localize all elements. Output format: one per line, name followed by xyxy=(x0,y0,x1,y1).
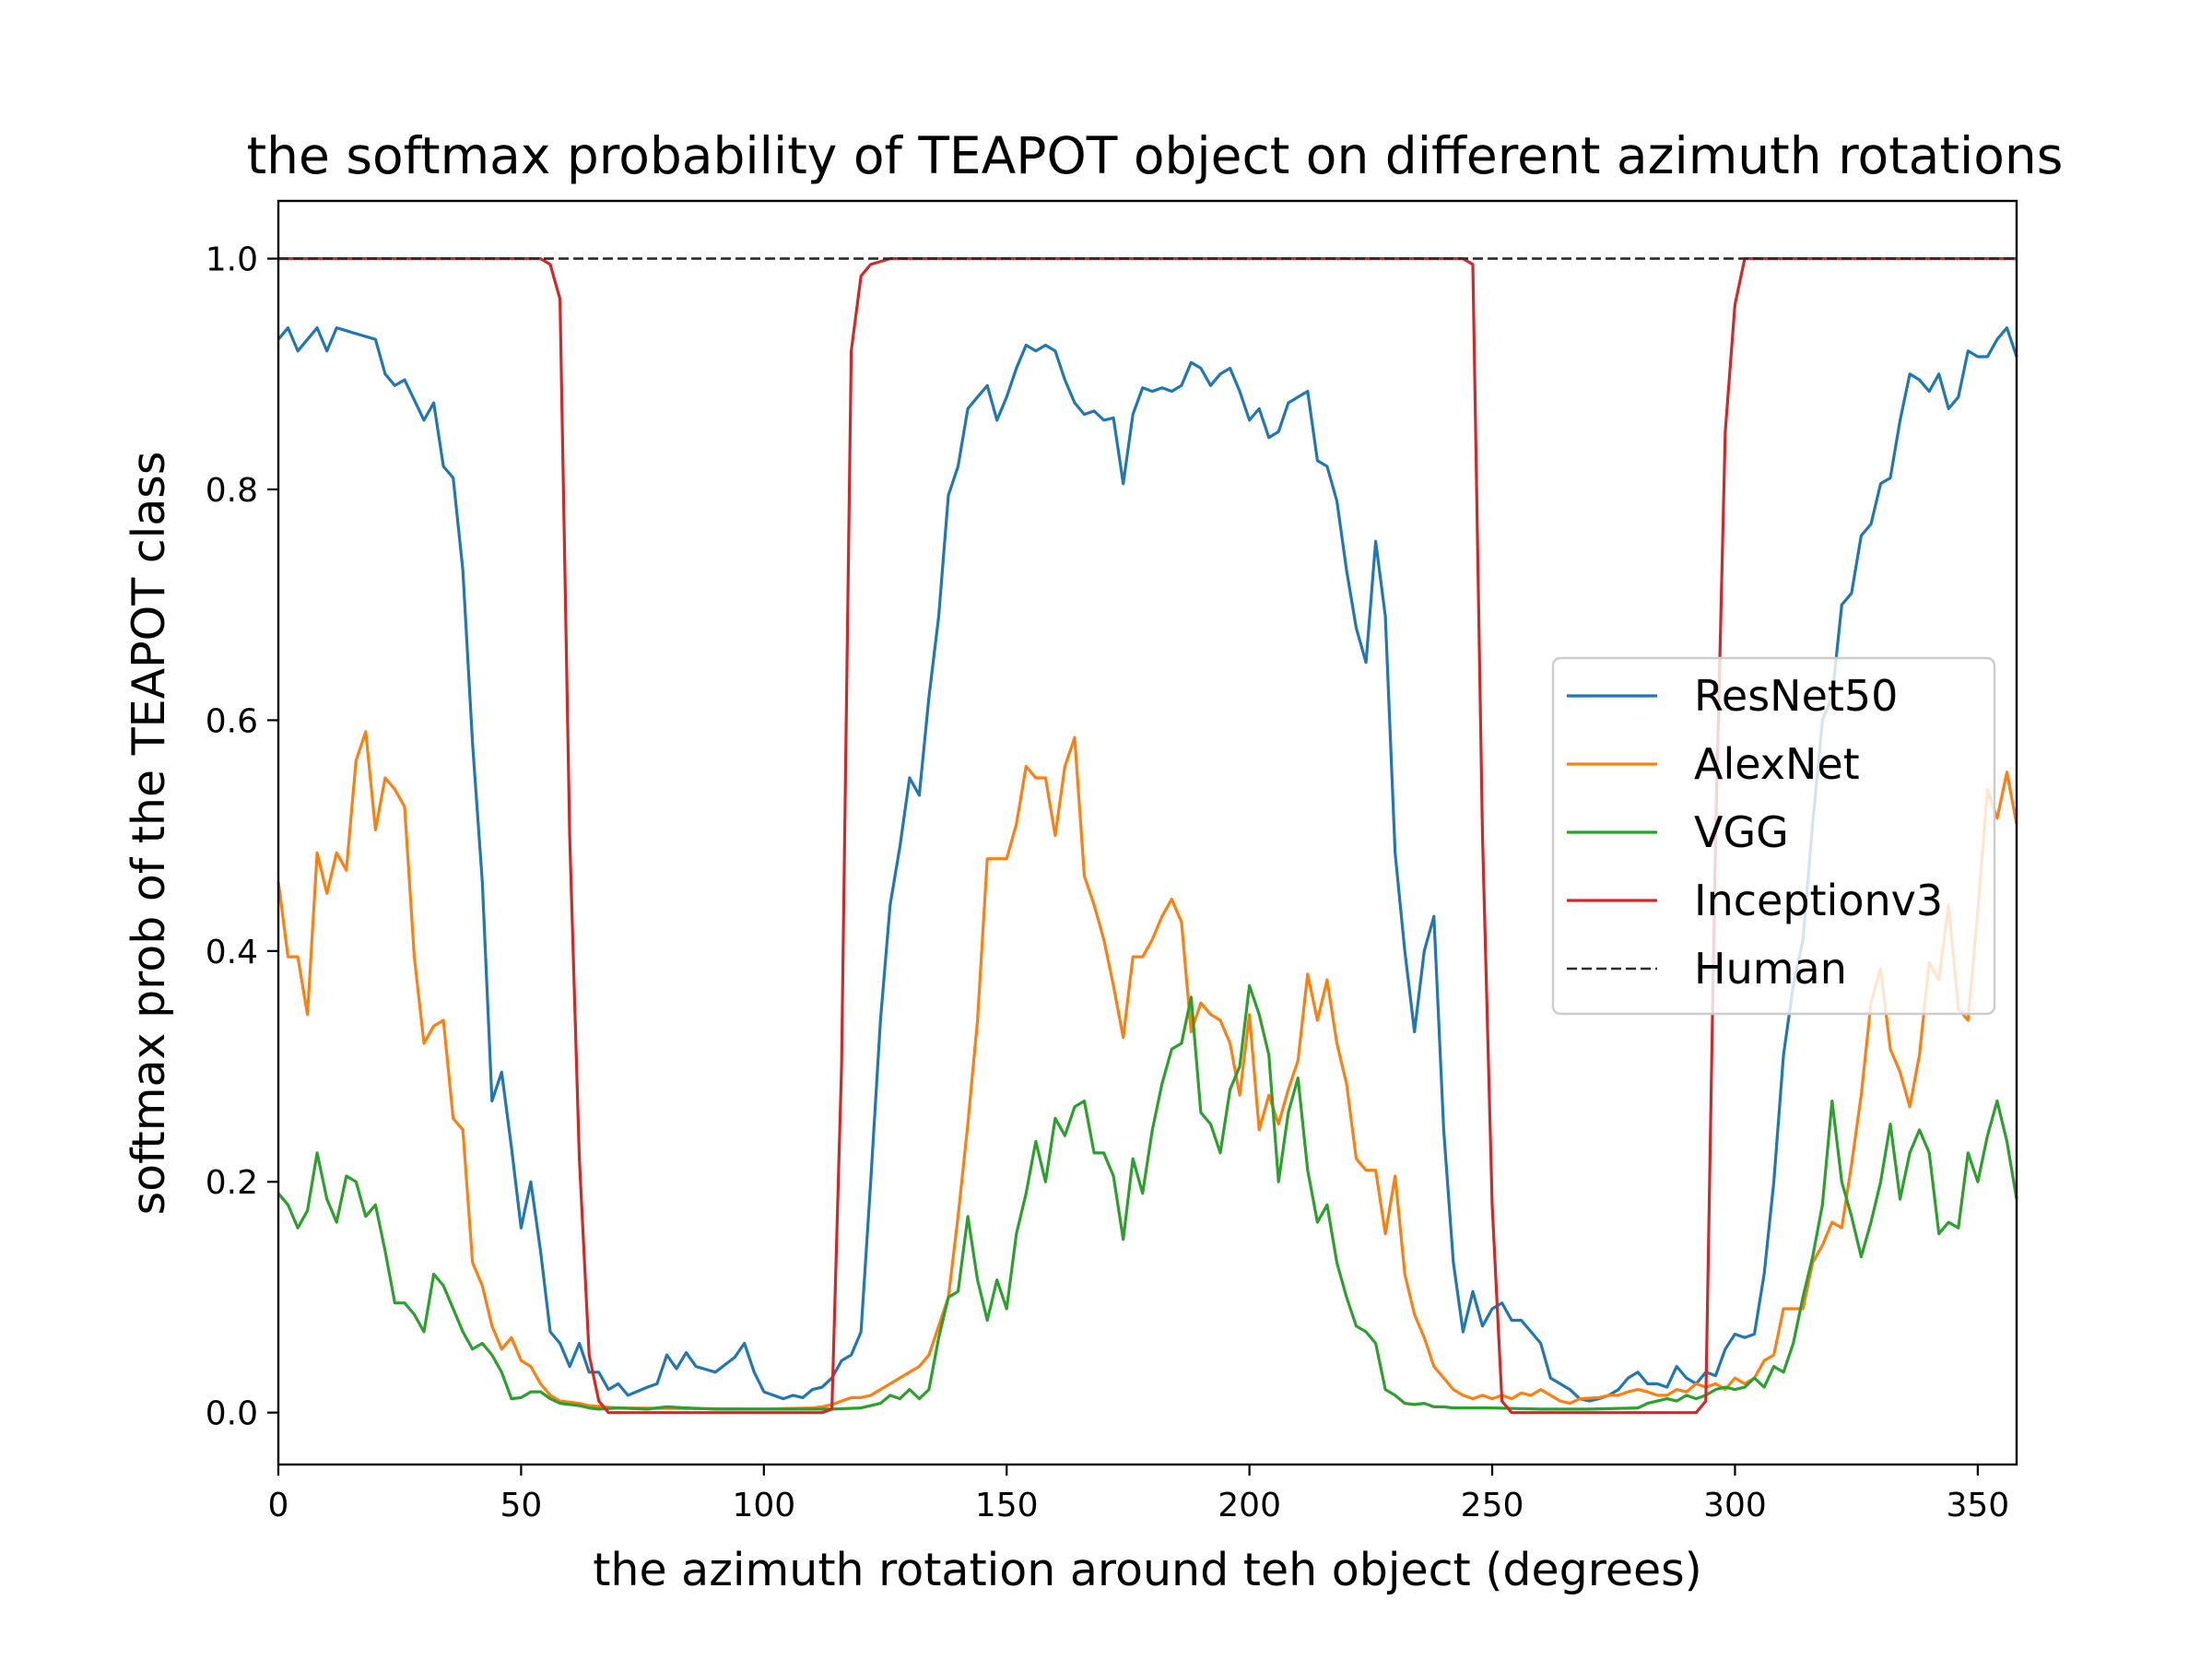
y-tick-label: 0.4 xyxy=(206,934,258,971)
plot-frame xyxy=(276,199,2018,1466)
x-tick-label: 200 xyxy=(1218,1487,1281,1524)
y-tick-label: 1.0 xyxy=(206,241,258,279)
x-tick-label: 350 xyxy=(1946,1487,2009,1524)
x-axis-label: the azimuth rotation around teh object (… xyxy=(593,1544,1702,1596)
series-line-inceptionv3 xyxy=(278,257,2017,1415)
legend-label-human: Human xyxy=(1694,944,1847,994)
x-tick-label: 150 xyxy=(975,1487,1039,1524)
x-tick-label: 0 xyxy=(268,1487,289,1524)
legend: ResNet50 AlexNet VGG Inceptionv3 Human xyxy=(1551,656,1996,1016)
series-line-alexnet xyxy=(276,730,2018,1411)
y-tick-label: 0.2 xyxy=(206,1164,258,1202)
x-tick-label: 250 xyxy=(1461,1487,1524,1524)
y-tick-label: 0.8 xyxy=(206,472,258,510)
x-tick-label: 100 xyxy=(732,1487,795,1524)
legend-label-alexnet: AlexNet xyxy=(1694,739,1860,789)
y-tick-label: 0.0 xyxy=(206,1395,258,1433)
plot-area xyxy=(276,257,2018,1415)
legend-label-vgg: VGG xyxy=(1694,807,1789,857)
legend-label-inceptionv3: Inceptionv3 xyxy=(1694,876,1943,925)
y-axis-label: softmax prob of the TEAPOT class xyxy=(123,452,175,1216)
x-tick-label: 300 xyxy=(1703,1487,1767,1524)
chart-title: the softmax probability of TEAPOT object… xyxy=(247,126,2064,185)
x-axis: 0 50 100 150 200 250 300 350 xyxy=(268,1465,2009,1524)
series-line-vgg xyxy=(276,983,2018,1411)
legend-label-resnet50: ResNet50 xyxy=(1694,671,1898,721)
legend-box xyxy=(1551,656,1996,1016)
y-axis: 0.0 0.2 0.4 0.6 0.8 1.0 xyxy=(206,241,278,1433)
x-tick-label: 50 xyxy=(500,1487,543,1524)
y-tick-label: 0.6 xyxy=(206,702,258,740)
